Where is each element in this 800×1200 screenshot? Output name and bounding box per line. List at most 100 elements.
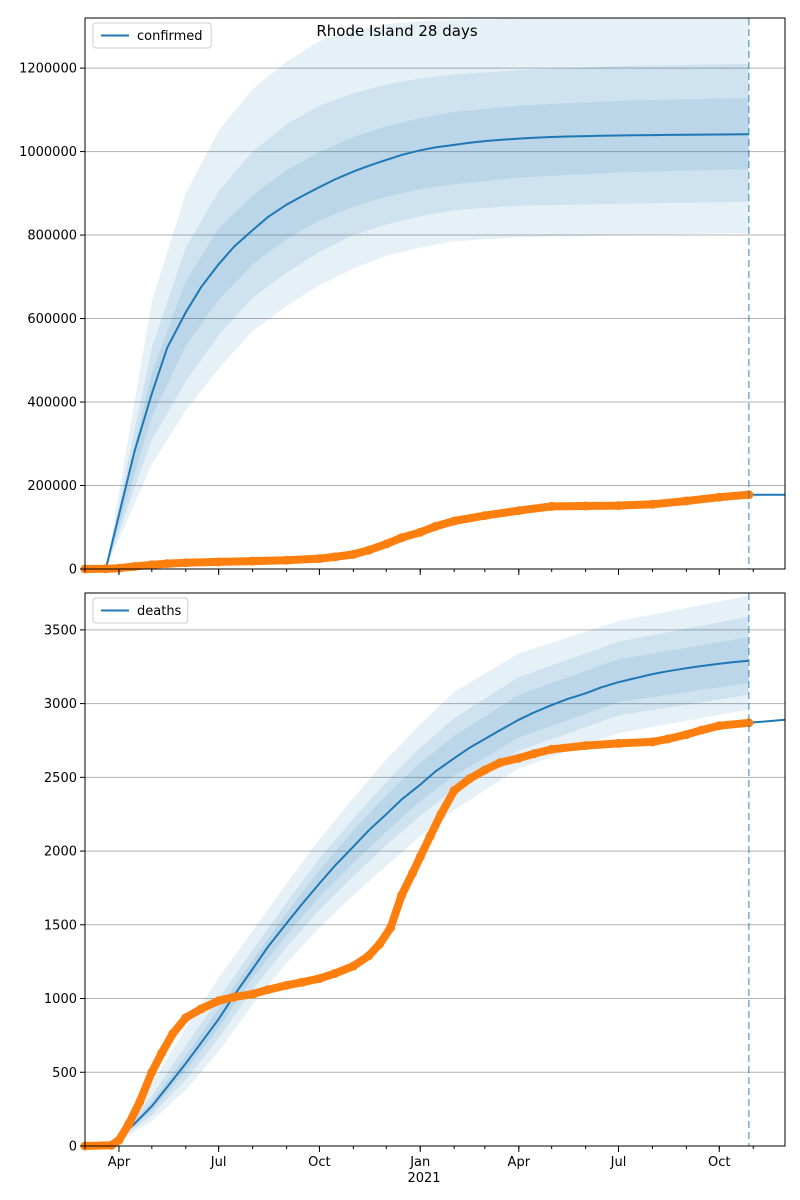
y-tick-label: 1000 — [44, 992, 77, 1007]
legend-box — [92, 597, 189, 624]
observed-point — [480, 765, 490, 775]
observed-point — [348, 961, 358, 971]
observed-point — [514, 753, 524, 763]
observed-points — [80, 718, 754, 1151]
confidence-band-3 — [111, 637, 749, 1146]
observed-point — [431, 521, 440, 531]
y-tick-label: 800000 — [27, 229, 77, 244]
forecast-line — [748, 718, 786, 724]
legend: deaths — [92, 597, 189, 624]
observed-point — [614, 501, 623, 511]
observed-point — [581, 501, 591, 511]
observed-point — [248, 989, 258, 999]
plot-background — [85, 18, 785, 569]
observed-point — [214, 996, 224, 1006]
confidence-band-2 — [105, 63, 749, 570]
observed-point — [408, 868, 417, 878]
y-tick-label: 3500 — [44, 623, 77, 638]
observed-point — [647, 737, 657, 747]
observed-point — [181, 558, 191, 568]
observed-point — [162, 559, 172, 569]
observed-point — [330, 969, 340, 978]
y-tick-label: 600000 — [27, 312, 77, 327]
observed-point — [381, 539, 391, 549]
confidence-band-1 — [105, 18, 749, 569]
observed-point — [330, 552, 340, 562]
observed-point — [114, 563, 124, 573]
observed-point — [415, 852, 425, 862]
confirmed-chart-panel: 020000040000060000080000010000001200000 … — [19, 17, 786, 578]
observed-point — [314, 554, 324, 564]
y-tick-label: 1500 — [44, 918, 77, 933]
observed-point — [157, 1048, 167, 1058]
observed-point — [129, 562, 139, 571]
median-line-confirmed — [104, 133, 749, 570]
observed-point — [663, 734, 673, 744]
x-tick-label: Jul — [610, 1155, 627, 1170]
y-tick-label: 400000 — [27, 396, 77, 411]
legend-label: confirmed — [137, 29, 203, 44]
series-lines — [104, 133, 785, 570]
series-lines — [105, 659, 786, 1147]
legend-label: deaths — [137, 604, 182, 619]
y-tick-label: 0 — [69, 1140, 77, 1155]
observed-point — [248, 556, 258, 566]
observed-point — [547, 501, 557, 511]
observed-point — [364, 545, 374, 555]
median-line-deaths — [105, 659, 749, 1147]
legend-box — [92, 22, 212, 49]
observed-point — [681, 730, 691, 740]
observed-point — [297, 977, 307, 987]
x-axis-ticks — [84, 569, 754, 575]
plot-frame — [84, 17, 786, 570]
observed-point — [282, 980, 292, 990]
observed-point — [425, 831, 435, 841]
observed-point — [364, 951, 374, 961]
observed-point — [229, 992, 239, 1002]
observed-point — [263, 985, 273, 995]
legend: confirmed — [92, 22, 212, 49]
y-tick-label: 1000000 — [19, 145, 77, 160]
observed-point — [135, 1097, 145, 1107]
observed-point — [168, 1029, 178, 1039]
y-axis-ticks: 0 500 1000 1500 2000 2500 3000 3500 — [44, 623, 85, 1155]
confidence-band-3 — [105, 98, 749, 569]
observed-point — [514, 506, 524, 516]
y-tick-label: 200000 — [27, 479, 77, 494]
grid-lines — [85, 67, 785, 487]
observed-point — [124, 1119, 134, 1129]
confidence-band-2 — [111, 616, 749, 1146]
observed-point — [375, 939, 385, 949]
x-axis-year-label: 2021 — [407, 1171, 440, 1186]
observed-point — [547, 744, 557, 754]
observed-point — [697, 725, 707, 735]
observed-point — [397, 890, 407, 900]
deaths-chart-panel: 0 500 1000 1500 2000 2500 3000 3500 Apr Jul Oct Ja… — [44, 592, 786, 1186]
y-tick-label: 1200000 — [19, 62, 77, 77]
y-tick-label: 3000 — [44, 697, 77, 712]
confidence-bands — [111, 595, 749, 1146]
y-tick-label: 2000 — [44, 845, 77, 860]
plot-frame — [84, 592, 786, 1147]
observed-point — [529, 749, 539, 759]
observed-point — [449, 786, 459, 796]
observed-point — [386, 923, 396, 933]
y-tick-label: 0 — [69, 563, 77, 578]
observed-point — [495, 758, 505, 768]
confidence-bands — [105, 18, 749, 570]
x-tick-label: Oct — [308, 1155, 330, 1170]
observed-point — [744, 718, 754, 728]
chart-title: Rhode Island 28 days — [316, 22, 477, 40]
observed-point — [348, 549, 358, 559]
observed-point — [614, 738, 623, 748]
observed-point — [106, 1140, 116, 1150]
x-axis-ticks: Apr Jul Oct Jan Apr Jul Oct — [84, 1146, 754, 1170]
observed-point — [147, 560, 157, 570]
y-tick-label: 500 — [52, 1066, 77, 1081]
observed-point — [714, 721, 724, 731]
observed-point — [397, 533, 407, 543]
observed-point — [314, 974, 324, 984]
x-tick-label: Jul — [210, 1155, 227, 1170]
x-tick-label: Apr — [108, 1155, 131, 1170]
